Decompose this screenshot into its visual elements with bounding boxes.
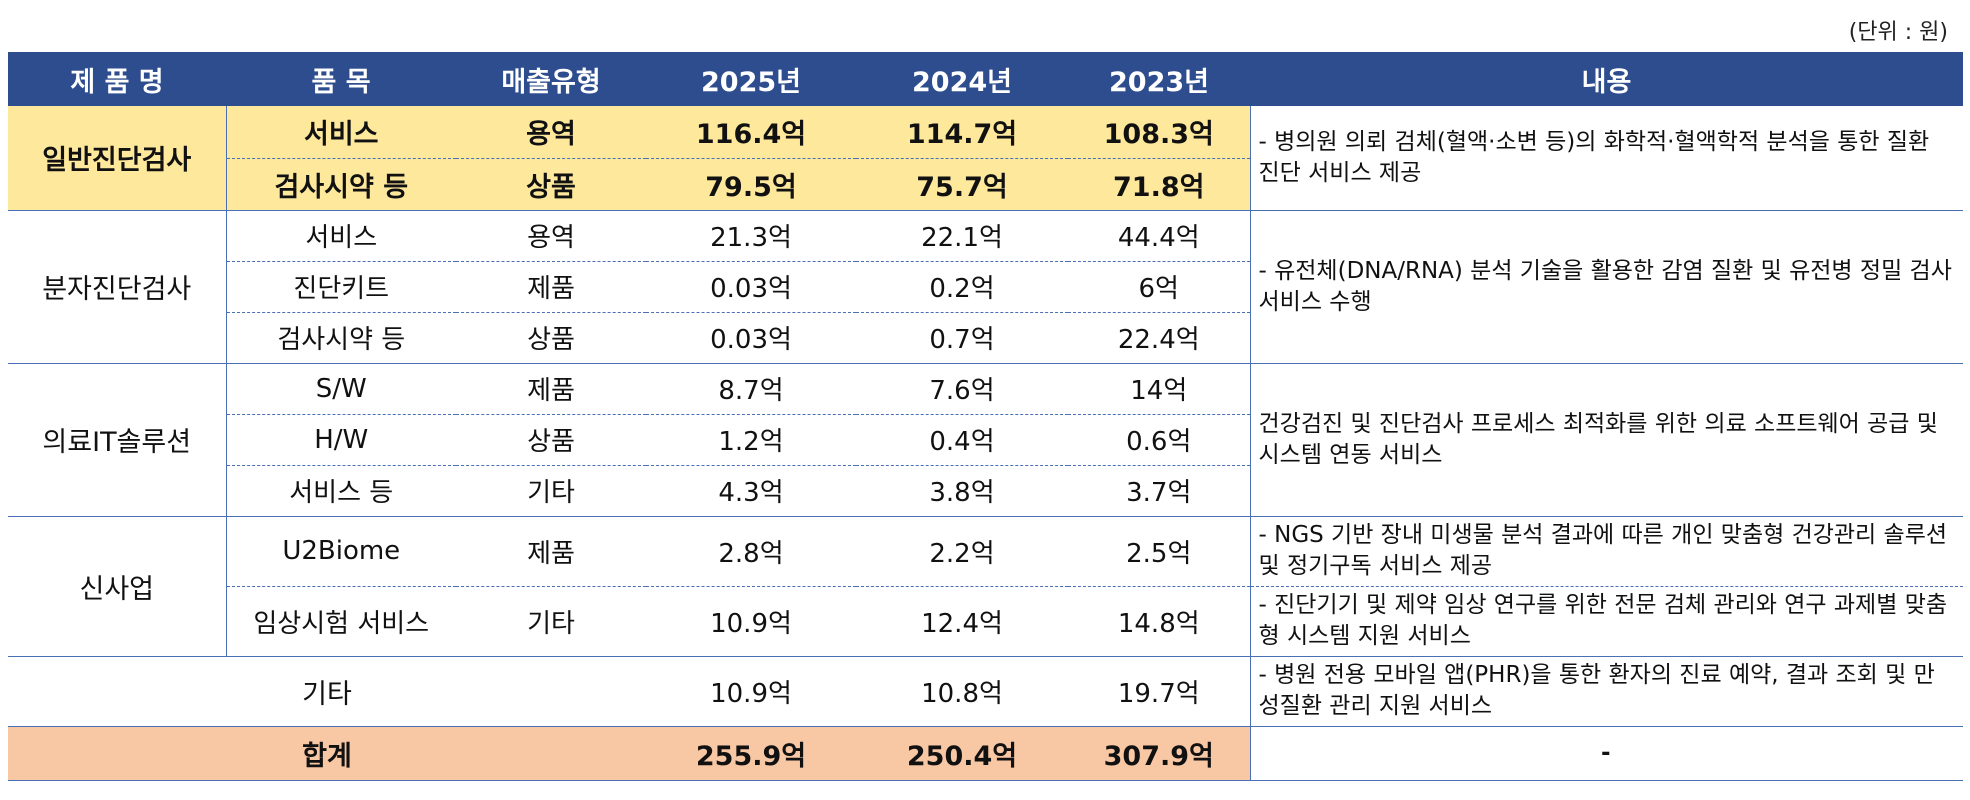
sales-type-cell: 제품 — [456, 261, 646, 313]
description-cell: - 진단기기 및 제약 임상 연구를 위한 전문 검체 관리와 연구 과제별 맞… — [1249, 586, 1963, 657]
total-label: 합계 — [8, 726, 646, 781]
sales-type-cell: 용역 — [456, 106, 646, 159]
table-row: 검사시약 등 상품 0.03억 0.7억 22.4억 — [8, 312, 1963, 364]
header-product-name: 제 품 명 — [8, 52, 226, 106]
table-row: 신사업 U2Biome 제품 2.8억 2.2억 2.5억 - NGS 기반 장… — [8, 516, 1963, 657]
header-sales-type: 매출유형 — [456, 52, 646, 106]
table-row: 일반진단검사 서비스 용역 116.4억 114.7억 108.3억 - 병의원… — [8, 106, 1963, 211]
value-2023-cell: 6억 — [1068, 261, 1251, 313]
value-2024-cell: 0.2억 — [856, 261, 1068, 313]
value-2023-cell: 22.4억 — [1068, 312, 1251, 364]
sales-type-cell: 기타 — [456, 586, 646, 657]
group-name-etc: 기타 — [8, 656, 646, 727]
description-cell: 건강검진 및 진단검사 프로세스 최적화를 위한 의료 소프트웨어 공급 및 시… — [1249, 363, 1963, 517]
value-2024-cell: 3.8억 — [856, 465, 1068, 517]
value-2023-cell: 0.6억 — [1068, 414, 1251, 466]
item-cell: 검사시약 등 — [226, 158, 456, 211]
item-cell: 서비스 — [226, 106, 456, 159]
description-cell: - 병원 전용 모바일 앱(PHR)을 통한 환자의 진료 예약, 결과 조회 … — [1249, 656, 1963, 727]
table-row: 검사시약 등 상품 79.5억 75.7억 71.8억 — [8, 158, 1963, 211]
item-cell: 진단키트 — [226, 261, 456, 313]
total-row: 합계 255.9억 250.4억 307.9억 - — [8, 726, 1963, 781]
table-row: 서비스 등 기타 4.3억 3.8억 3.7억 — [8, 465, 1963, 517]
sales-type-cell: 제품 — [456, 363, 646, 415]
unit-note: (단위 : 원) — [1848, 20, 1948, 45]
value-2024-cell: 0.7억 — [856, 312, 1068, 364]
sales-type-cell: 기타 — [456, 465, 646, 517]
value-2024-cell: 0.4억 — [856, 414, 1068, 466]
value-2025-cell: 1.2억 — [646, 414, 856, 466]
value-2025-cell: 2.8억 — [646, 516, 856, 587]
value-2024-cell: 75.7억 — [856, 158, 1068, 211]
value-2023-cell: 71.8억 — [1068, 158, 1251, 211]
value-2025-cell: 21.3억 — [646, 210, 856, 262]
header-year-2024: 2024년 — [856, 52, 1068, 106]
item-cell: U2Biome — [226, 516, 456, 587]
value-2025-cell: 0.03억 — [646, 261, 856, 313]
sales-type-cell: 상품 — [456, 158, 646, 211]
table-row: 분자진단검사 서비스 용역 21.3억 22.1억 44.4억 - 유전체(DN… — [8, 210, 1963, 364]
description-cell: - NGS 기반 장내 미생물 분석 결과에 따른 개인 맞춤형 건강관리 솔루… — [1249, 516, 1963, 587]
item-cell: 서비스 등 — [226, 465, 456, 517]
item-cell: 검사시약 등 — [226, 312, 456, 364]
sales-type-cell: 용역 — [456, 210, 646, 262]
description-cell: - 병의원 의뢰 검체(혈액·소변 등)의 화학적·혈액학적 분석을 통한 질환… — [1249, 106, 1963, 211]
value-2025-cell: 8.7억 — [646, 363, 856, 415]
group-name-molecular-diagnostics: 분자진단검사 — [8, 210, 227, 364]
value-2023-cell: 14억 — [1068, 363, 1251, 415]
table-row: 의료IT솔루션 S/W 제품 8.7억 7.6억 14억 건강검진 및 진단검사… — [8, 363, 1963, 517]
header-year-2023: 2023년 — [1068, 52, 1250, 106]
item-cell: H/W — [226, 414, 456, 466]
description-cell: - 유전체(DNA/RNA) 분석 기술을 활용한 감염 질환 및 유전병 정밀… — [1249, 210, 1963, 364]
value-2023-cell: 44.4억 — [1068, 210, 1251, 262]
value-2023-cell: 19.7억 — [1068, 656, 1251, 727]
value-2025-cell: 10.9억 — [646, 586, 856, 657]
item-cell: S/W — [226, 363, 456, 415]
group-name-medical-it: 의료IT솔루션 — [8, 363, 227, 517]
sales-type-cell: 상품 — [456, 414, 646, 466]
group-name-new-business: 신사업 — [8, 516, 227, 657]
value-2025-cell: 10.9억 — [646, 656, 856, 727]
value-2023-cell: 2.5억 — [1068, 516, 1251, 587]
header-item: 품 목 — [226, 52, 456, 106]
table-header-row: 제 품 명 품 목 매출유형 2025년 2024년 2023년 내용 — [8, 52, 1963, 106]
group-name-general-diagnostics: 일반진단검사 — [8, 106, 227, 211]
table-row: 임상시험 서비스 기타 10.9억 12.4억 14.8억 - 진단기기 및 제… — [8, 586, 1963, 657]
value-2024-cell: 2.2억 — [856, 516, 1068, 587]
total-2025: 255.9억 — [646, 726, 856, 781]
value-2023-cell: 108.3억 — [1068, 106, 1251, 159]
total-2024: 250.4억 — [856, 726, 1068, 781]
total-description: - — [1249, 726, 1963, 781]
value-2023-cell: 3.7억 — [1068, 465, 1251, 517]
sales-type-cell: 제품 — [456, 516, 646, 587]
value-2024-cell: 22.1억 — [856, 210, 1068, 262]
value-2025-cell: 0.03억 — [646, 312, 856, 364]
item-cell: 서비스 — [226, 210, 456, 262]
sales-type-cell: 상품 — [456, 312, 646, 364]
sales-table: 제 품 명 품 목 매출유형 2025년 2024년 2023년 내용 일반진단… — [8, 52, 1963, 781]
value-2024-cell: 7.6억 — [856, 363, 1068, 415]
value-2023-cell: 14.8억 — [1068, 586, 1251, 657]
value-2025-cell: 79.5억 — [646, 158, 856, 211]
table-row: H/W 상품 1.2억 0.4억 0.6억 — [8, 414, 1963, 466]
table-row: 진단키트 제품 0.03억 0.2억 6억 — [8, 261, 1963, 313]
value-2025-cell: 4.3억 — [646, 465, 856, 517]
item-cell: 임상시험 서비스 — [226, 586, 456, 657]
value-2025-cell: 116.4억 — [646, 106, 856, 159]
value-2024-cell: 10.8억 — [856, 656, 1068, 727]
table-row: 기타 10.9억 10.8억 19.7억 - 병원 전용 모바일 앱(PHR)을… — [8, 656, 1963, 727]
value-2024-cell: 12.4억 — [856, 586, 1068, 657]
total-2023: 307.9억 — [1068, 726, 1251, 781]
header-year-2025: 2025년 — [646, 52, 856, 106]
header-description: 내용 — [1250, 52, 1963, 106]
value-2024-cell: 114.7억 — [856, 106, 1068, 159]
